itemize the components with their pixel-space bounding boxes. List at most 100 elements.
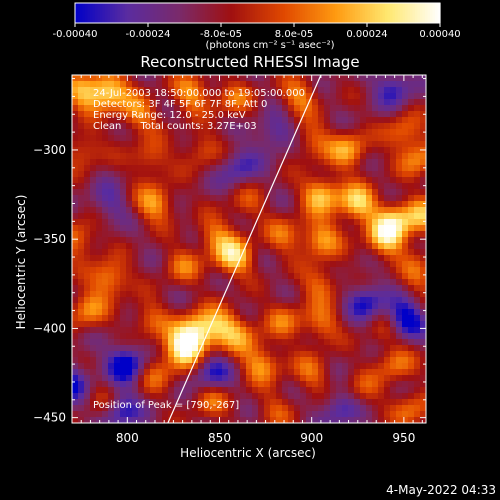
- heatmap-cell: [132, 261, 139, 268]
- heatmap-cell: [312, 417, 319, 423]
- heatmap-cell: [366, 171, 373, 178]
- heatmap-cell: [270, 231, 277, 238]
- heatmap-cell: [294, 237, 301, 244]
- heatmap-cell: [120, 213, 127, 220]
- heatmap-cell: [288, 231, 295, 238]
- heatmap-cell: [162, 237, 169, 244]
- heatmap-cell: [312, 135, 319, 142]
- heatmap-cell: [96, 345, 103, 352]
- heatmap-cell: [222, 237, 229, 244]
- heatmap-cell: [198, 75, 205, 82]
- heatmap-cell: [222, 351, 229, 358]
- heatmap-cell: [216, 327, 223, 334]
- heatmap-cell: [366, 75, 373, 82]
- heatmap-cell: [198, 129, 205, 136]
- heatmap-cell: [366, 237, 373, 244]
- heatmap-cell: [324, 105, 331, 112]
- heatmap-cell: [138, 219, 145, 226]
- heatmap-cell: [282, 177, 289, 184]
- heatmap-cell: [222, 339, 229, 346]
- heatmap-cell: [114, 153, 121, 160]
- heatmap-cell: [366, 123, 373, 130]
- heatmap-cell: [354, 255, 361, 262]
- heatmap-cell: [192, 297, 199, 304]
- heatmap-cell: [366, 189, 373, 196]
- heatmap-cell: [270, 207, 277, 214]
- heatmap-cell: [336, 351, 343, 358]
- heatmap-cell: [288, 225, 295, 232]
- heatmap-cell: [390, 393, 397, 400]
- heatmap-cell: [102, 387, 109, 394]
- heatmap-cell: [102, 159, 109, 166]
- heatmap-cell: [384, 219, 391, 226]
- colorbar-cell: [165, 3, 169, 23]
- heatmap-cell: [396, 375, 403, 382]
- heatmap-cell: [360, 153, 367, 160]
- heatmap-cell: [108, 303, 115, 310]
- heatmap-cell: [216, 99, 223, 106]
- heatmap-cell: [402, 111, 409, 118]
- heatmap-cell: [324, 231, 331, 238]
- heatmap-cell: [90, 363, 97, 370]
- heatmap-cell: [342, 243, 349, 250]
- heatmap-cell: [174, 237, 181, 244]
- heatmap-cell: [420, 237, 426, 244]
- heatmap-cell: [78, 249, 85, 256]
- heatmap-cell: [204, 399, 211, 406]
- heatmap-cell: [246, 99, 253, 106]
- heatmap-cell: [294, 405, 301, 412]
- heatmap-cell: [102, 267, 109, 274]
- heatmap-cell: [228, 399, 235, 406]
- heatmap-cell: [210, 195, 217, 202]
- heatmap-cell: [306, 291, 313, 298]
- heatmap-cell: [258, 243, 265, 250]
- heatmap-cell: [324, 339, 331, 346]
- heatmap-cell: [216, 213, 223, 220]
- heatmap-cell: [360, 93, 367, 100]
- heatmap-cell: [144, 411, 151, 418]
- heatmap-cell: [186, 255, 193, 262]
- heatmap-cell: [420, 333, 426, 340]
- heatmap-cell: [408, 291, 415, 298]
- heatmap-cell: [246, 81, 253, 88]
- heatmap-cell: [318, 225, 325, 232]
- heatmap-cell: [402, 279, 409, 286]
- heatmap-cell: [342, 183, 349, 190]
- heatmap-cell: [102, 345, 109, 352]
- heatmap-cell: [396, 249, 403, 256]
- heatmap-cell: [270, 369, 277, 376]
- heatmap-cell: [360, 177, 367, 184]
- heatmap-cell: [120, 249, 127, 256]
- heatmap-cell: [186, 183, 193, 190]
- heatmap-cell: [342, 213, 349, 220]
- heatmap-cell: [108, 387, 115, 394]
- heatmap-cell: [192, 333, 199, 340]
- heatmap-cell: [198, 201, 205, 208]
- heatmap-cell: [282, 75, 289, 82]
- heatmap-cell: [312, 363, 319, 370]
- heatmap-cell: [174, 99, 181, 106]
- heatmap-cell: [336, 381, 343, 388]
- heatmap-cell: [306, 417, 313, 423]
- heatmap-cell: [318, 201, 325, 208]
- heatmap-cell: [144, 363, 151, 370]
- heatmap-cell: [168, 405, 175, 412]
- heatmap-cell: [210, 117, 217, 124]
- heatmap-cell: [408, 285, 415, 292]
- colorbar-cell: [310, 3, 314, 23]
- heatmap-cell: [396, 129, 403, 136]
- heatmap-cell: [120, 195, 127, 202]
- heatmap-cell: [354, 99, 361, 106]
- colorbar-cell: [247, 3, 251, 23]
- heatmap-cell: [96, 117, 103, 124]
- heatmap-cell: [168, 159, 175, 166]
- heatmap-cell: [144, 387, 151, 394]
- heatmap-cell: [348, 291, 355, 298]
- heatmap-cell: [390, 147, 397, 154]
- heatmap-cell: [402, 165, 409, 172]
- heatmap-cell: [228, 237, 235, 244]
- heatmap-cell: [318, 165, 325, 172]
- heatmap-cell: [192, 225, 199, 232]
- heatmap-cell: [90, 309, 97, 316]
- heatmap-cell: [186, 339, 193, 346]
